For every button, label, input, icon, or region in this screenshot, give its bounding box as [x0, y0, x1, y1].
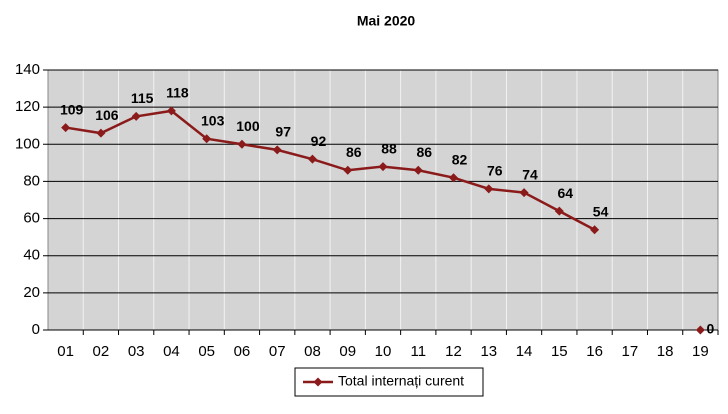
- data-label: 109: [60, 101, 84, 117]
- data-label: 86: [416, 144, 432, 160]
- data-point: [166, 106, 176, 116]
- y-tick-label: 40: [23, 247, 40, 264]
- data-point: [449, 173, 459, 183]
- y-tick-label: 120: [15, 98, 40, 115]
- x-tick-label: 18: [657, 343, 674, 360]
- legend-label: Total internați curent: [338, 373, 464, 389]
- legend-marker: [313, 377, 323, 387]
- data-point: [96, 128, 106, 138]
- x-tick-label: 14: [516, 343, 533, 360]
- data-point: [131, 111, 141, 121]
- data-point: [307, 154, 317, 164]
- x-tick-label: 19: [692, 343, 709, 360]
- data-point: [519, 188, 529, 198]
- x-tick-label: 07: [269, 343, 286, 360]
- x-tick-label: 10: [375, 343, 392, 360]
- data-label: 97: [275, 124, 291, 140]
- data-point: [484, 184, 494, 194]
- x-tick-label: 12: [445, 343, 462, 360]
- data-point: [343, 165, 353, 175]
- y-tick-label: 20: [23, 284, 40, 301]
- data-point: [590, 225, 600, 235]
- x-tick-label: 15: [551, 343, 568, 360]
- data-label: 115: [131, 90, 154, 106]
- y-tick-label: 0: [32, 321, 40, 338]
- plot-area: [47, 69, 719, 331]
- x-tick-label: 09: [339, 343, 356, 360]
- x-tick-label: 13: [480, 343, 497, 360]
- x-tick-label: 08: [304, 343, 321, 360]
- data-label: 74: [522, 166, 538, 182]
- data-label: 106: [95, 107, 119, 123]
- data-point: [272, 145, 282, 155]
- data-label: 100: [236, 118, 260, 134]
- x-tick-label: 04: [163, 343, 180, 360]
- data-point: [202, 134, 212, 144]
- y-tick-label: 60: [23, 210, 40, 227]
- data-point: [554, 206, 564, 216]
- chart-title: Mai 2020: [357, 13, 416, 29]
- data-label: 54: [593, 203, 609, 219]
- x-tick-label: 16: [586, 343, 603, 360]
- data-label: 0: [706, 321, 714, 337]
- x-tick-label: 17: [621, 343, 638, 360]
- data-point: [61, 123, 71, 133]
- data-point: [378, 162, 388, 172]
- x-tick-label: 11: [410, 343, 426, 360]
- data-label: 92: [311, 133, 327, 149]
- x-tick-label: 02: [93, 343, 110, 360]
- data-point: [413, 165, 423, 175]
- data-label: 64: [558, 185, 574, 201]
- y-tick-label: 80: [23, 172, 40, 189]
- data-label: 76: [487, 163, 503, 179]
- x-tick-label: 05: [198, 343, 215, 360]
- x-tick-label: 06: [234, 343, 251, 360]
- data-label: 82: [452, 151, 468, 167]
- data-label: 103: [201, 112, 225, 128]
- data-label: 88: [381, 140, 397, 156]
- data-label: 86: [346, 144, 362, 160]
- data-label: 118: [166, 85, 189, 101]
- x-tick-label: 01: [57, 343, 74, 360]
- y-tick-label: 140: [15, 61, 40, 78]
- x-tick-label: 03: [128, 343, 145, 360]
- y-tick-label: 100: [15, 135, 40, 152]
- data-point: [695, 325, 705, 335]
- data-point: [237, 139, 247, 149]
